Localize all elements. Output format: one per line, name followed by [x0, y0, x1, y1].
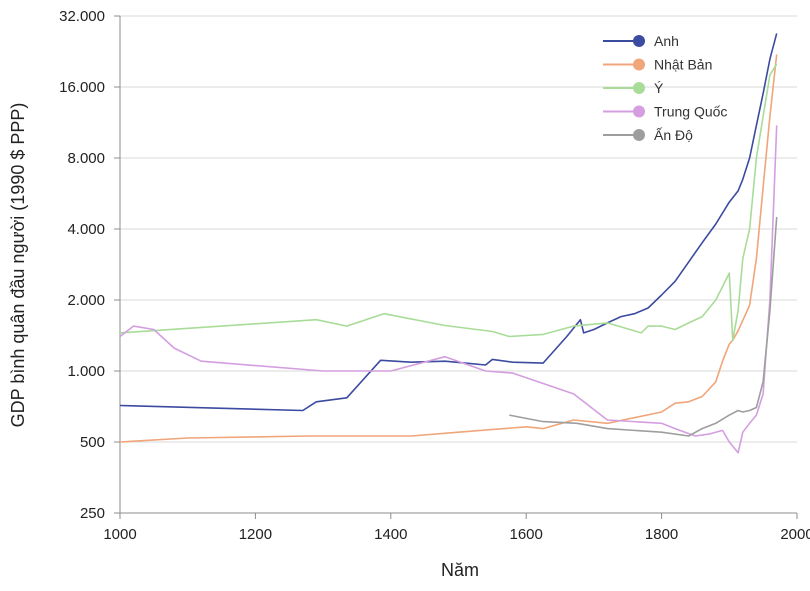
- series-line: [119, 125, 778, 454]
- x-tick-label: 1000: [103, 526, 136, 543]
- series-line: [119, 54, 778, 443]
- y-tick-label: 500: [80, 434, 105, 451]
- x-tick-label: 2000: [780, 526, 810, 543]
- gridlines: [120, 15, 797, 443]
- legend-marker: [633, 35, 645, 47]
- x-tick-label: 1600: [510, 526, 543, 543]
- x-tick-label: 1400: [374, 526, 407, 543]
- legend-label: Trung Quốc: [654, 104, 727, 120]
- legend-label: Ấn Độ: [654, 127, 693, 143]
- series-line: [509, 216, 778, 437]
- y-tick-label: 2.000: [67, 292, 105, 309]
- legend: Anh Nhật Bản Ý Trung Quốc Ấn Độ: [603, 33, 727, 143]
- y-tick-label: 8.000: [67, 150, 105, 167]
- legend-marker: [633, 105, 645, 118]
- y-tick-labels: 250 500 1.000 2.000 4.000 8.000 16.000 32.000: [59, 8, 105, 522]
- legend-label: Nhật Bản: [654, 57, 712, 73]
- x-tick-label: 1200: [239, 526, 272, 543]
- y-tick-label: 4.000: [67, 221, 105, 238]
- legend-item: Anh: [603, 33, 679, 49]
- y-tick-label: 32.000: [59, 8, 105, 25]
- legend-label: Ý: [654, 80, 664, 96]
- legend-item: Nhật Bản: [603, 57, 712, 73]
- y-axis-title: GDP bình quân đầu người (1990 $ PPP): [8, 103, 28, 428]
- legend-marker: [633, 82, 645, 94]
- axes: [114, 15, 798, 519]
- legend-label: Anh: [654, 33, 679, 49]
- legend-marker: [633, 58, 645, 71]
- x-tick-label: 1800: [645, 526, 678, 543]
- legend-item: Ý: [603, 80, 664, 96]
- legend-item: Trung Quốc: [603, 104, 727, 120]
- y-tick-label: 250: [80, 505, 105, 522]
- series-lines: [119, 33, 778, 454]
- legend-marker: [633, 129, 645, 141]
- x-axis-title: Năm: [441, 560, 479, 580]
- series-line: [119, 33, 778, 412]
- y-tick-label: 1.000: [67, 363, 105, 380]
- x-tick-labels: 1000 1200 1400 1600 1800 2000: [103, 526, 810, 543]
- legend-item: Ấn Độ: [603, 127, 693, 143]
- series-line: [119, 63, 778, 342]
- y-tick-label: 16.000: [59, 79, 105, 96]
